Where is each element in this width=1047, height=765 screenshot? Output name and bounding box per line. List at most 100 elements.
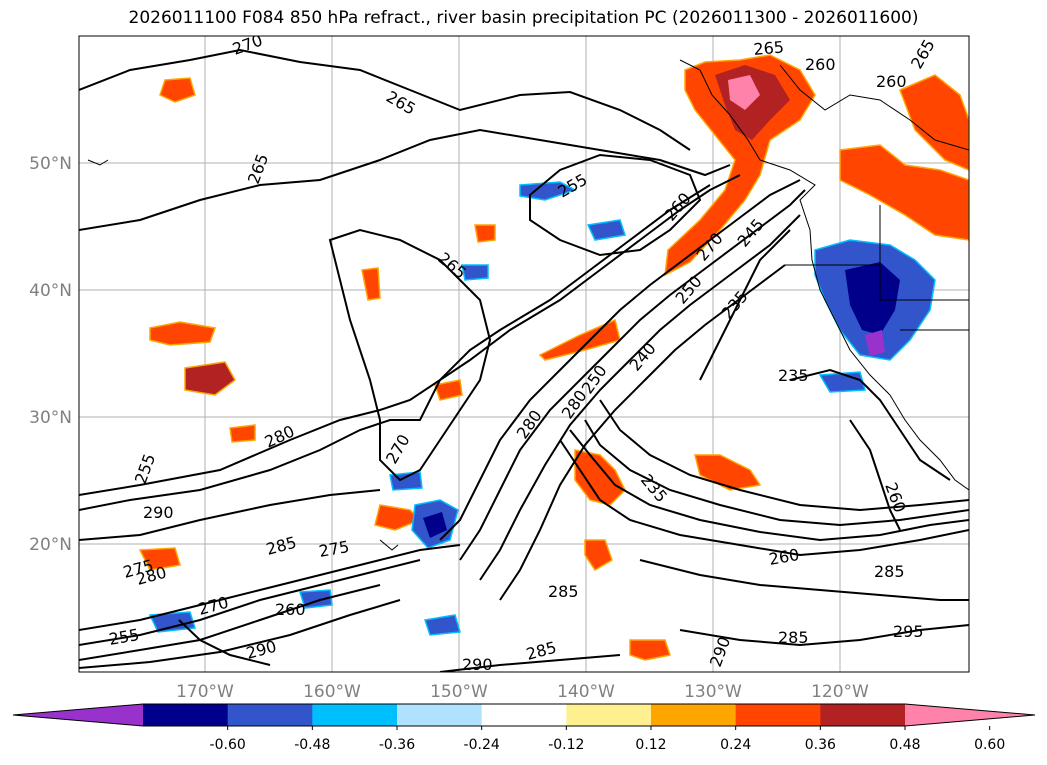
colorbar-tick-label: 0.36 — [805, 737, 836, 753]
contour-jet-4 — [499, 264, 786, 601]
longitude-labels: 170°W 160°W 150°W 140°W 130°W 120°W — [176, 682, 869, 702]
alaska-coastline — [779, 64, 969, 151]
colorbar-tick-label: 0.24 — [720, 737, 751, 753]
precip-negative-core-california — [845, 262, 900, 335]
contour-235-coast — [789, 368, 951, 481]
contour-label: 265 — [753, 37, 785, 59]
contour-southwest-3 — [79, 584, 381, 661]
colorbar-outline — [12, 703, 1036, 727]
colorbar-ticks: -0.60 -0.48 -0.36 -0.24 -0.12 0.12 0.24 0.36 0.4… — [210, 726, 1005, 753]
precip-negative-core-central — [423, 512, 447, 538]
hawaii-coastline — [379, 539, 399, 551]
colorbar-tick-label: -0.36 — [379, 737, 415, 753]
lon-label-160w: 160°W — [303, 682, 361, 702]
precip-area-canada-east — [839, 144, 969, 241]
precip-area-south-1 — [374, 504, 422, 531]
map-area — [79, 36, 969, 672]
precip-area-northwest — [159, 77, 196, 103]
precip-area-central-4 — [361, 267, 381, 301]
colorbar-segment — [397, 704, 483, 726]
contour-label: 290 — [143, 503, 174, 522]
contour-jet-south-3 — [584, 419, 969, 527]
precip-negative-shading — [148, 181, 936, 636]
contour-235-east — [699, 229, 791, 381]
contour-label: 285 — [548, 582, 579, 601]
precip-area-canada-north — [899, 74, 969, 171]
colorbar-segment — [13, 704, 143, 726]
contour-label: 235 — [778, 366, 809, 385]
lat-label-50n: 50°N — [29, 154, 72, 174]
precip-negative-central-3 — [461, 264, 489, 281]
contour-265-mid — [79, 128, 731, 231]
contour-260-east — [849, 419, 901, 531]
precip-area-south-2 — [584, 539, 613, 572]
contour-jet-south-2 — [569, 429, 969, 542]
coastlines — [87, 59, 969, 551]
contour-southwest-2 — [79, 559, 421, 646]
colorbar-segment — [566, 704, 652, 726]
precip-core-west — [184, 361, 236, 396]
contour-label: 260 — [876, 72, 907, 91]
contour-southwest-1 — [79, 544, 461, 631]
precip-area-southwest — [138, 547, 181, 571]
precip-negative-peak-california — [865, 330, 885, 356]
contour-260-southwest — [178, 619, 271, 666]
contour-290-bottom — [439, 654, 621, 672]
colorbar-segment — [905, 704, 1035, 726]
colorbar-segment — [735, 704, 821, 726]
precip-area-east — [694, 454, 762, 491]
colorbar-tick-label: 0.48 — [889, 737, 920, 753]
lat-label-20n: 20°N — [29, 535, 72, 555]
colorbar-tick-label: -0.24 — [464, 737, 500, 753]
north-america-coastline — [679, 59, 969, 491]
precip-peak-pacific-northwest — [728, 75, 760, 110]
precip-negative-central-2 — [389, 471, 423, 491]
contour-label: 290 — [462, 655, 493, 674]
contour-285-west — [79, 489, 381, 541]
aleutian-island — [87, 159, 109, 166]
refractivity-contours — [79, 48, 969, 672]
state-border — [785, 264, 969, 301]
colorbar-segment — [651, 704, 737, 726]
precip-area-west-2 — [229, 424, 256, 443]
map-border — [78, 35, 970, 673]
contour-jet-2 — [459, 189, 806, 561]
colorbar-segment — [820, 704, 906, 726]
lon-label-120w: 120°W — [811, 682, 869, 702]
precip-area-west — [149, 321, 217, 346]
contour-255-closed — [529, 153, 702, 257]
contour-label: 285 — [778, 628, 809, 647]
colorbar-tick-label: -0.48 — [294, 737, 330, 753]
precip-negative-southwest-2 — [148, 611, 196, 633]
precip-area-central-2 — [434, 379, 463, 401]
precip-area-central-3 — [474, 224, 496, 243]
colorbar — [12, 703, 1036, 727]
contour-290-south — [679, 624, 969, 647]
precip-area-south-3 — [629, 639, 671, 661]
precip-negative-north-2 — [586, 219, 626, 241]
colorbar-segment — [227, 704, 313, 726]
lat-label-30n: 30°N — [29, 408, 72, 428]
colorbar-segment — [143, 704, 229, 726]
contour-label: 285 — [874, 562, 905, 581]
contour-jet-3 — [479, 214, 801, 581]
lat-label-40n: 40°N — [29, 281, 72, 301]
lon-label-130w: 130°W — [684, 682, 742, 702]
colorbar-segment — [481, 704, 567, 726]
lon-label-150w: 150°W — [430, 682, 488, 702]
contour-265-north — [79, 48, 691, 151]
colorbar-tick-label: 0.60 — [974, 737, 1005, 753]
lon-label-170w: 170°W — [176, 682, 234, 702]
contour-label: 260 — [805, 55, 836, 74]
contour-label: 260 — [275, 600, 306, 619]
contour-jet-south-1 — [559, 439, 969, 557]
contour-285-south — [639, 559, 969, 601]
contour-275-west — [79, 184, 711, 496]
colorbar-tick-label: 0.12 — [635, 737, 666, 753]
contour-label: 295 — [893, 622, 924, 641]
lon-label-140w: 140°W — [557, 682, 615, 702]
precip-positive-shading — [138, 54, 969, 661]
latitude-labels: 50°N 40°N 30°N 20°N — [29, 154, 72, 555]
contour-270-closed — [328, 228, 492, 482]
